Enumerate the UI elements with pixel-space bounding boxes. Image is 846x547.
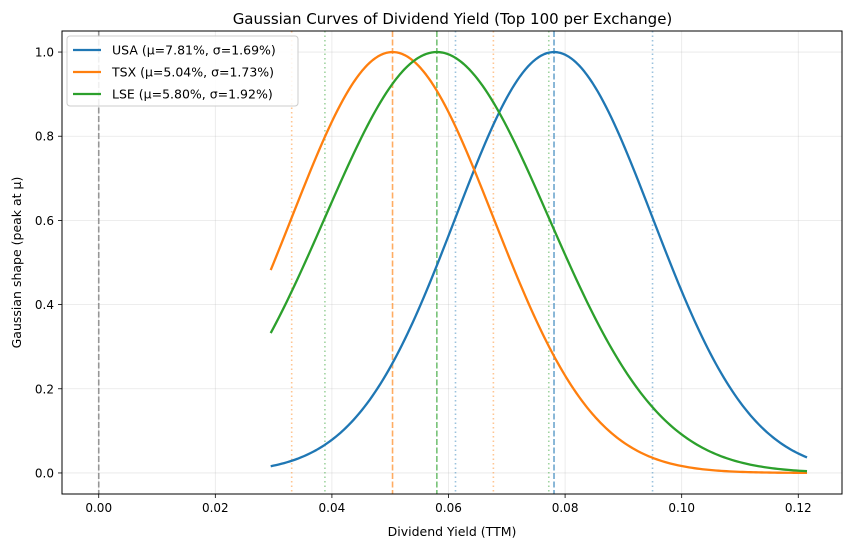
x-tick-label: 0.06 <box>435 501 462 515</box>
y-tick-label: 0.6 <box>35 214 54 228</box>
x-tick-label: 0.12 <box>785 501 812 515</box>
x-axis-label: Dividend Yield (TTM) <box>388 524 517 539</box>
legend: USA (μ=7.81%, σ=1.69%) TSX (μ=5.04%, σ=1… <box>66 35 299 107</box>
y-tick-label: 0.8 <box>35 130 54 144</box>
legend-label-tsx: TSX (μ=5.04%, σ=1.73%) <box>111 65 274 80</box>
x-tick-label: 0.02 <box>202 501 229 515</box>
x-tick-label: 0.08 <box>552 501 579 515</box>
chart-title: Gaussian Curves of Dividend Yield (Top 1… <box>233 10 673 28</box>
x-tick-label: 0.10 <box>668 501 695 515</box>
series-line-usa <box>270 50 808 468</box>
reference-lines <box>97 31 654 494</box>
legend-box <box>66 35 299 107</box>
x-axis: 0.00 0.02 0.04 0.06 0.08 0.10 0.12 <box>85 494 812 515</box>
series-line-lse <box>269 50 808 473</box>
legend-label-lse: LSE (μ=5.80%, σ=1.92%) <box>112 87 273 102</box>
legend-label-usa: USA (μ=7.81%, σ=1.69%) <box>112 43 276 58</box>
y-tick-label: 0.4 <box>35 298 54 312</box>
grid <box>62 31 842 494</box>
x-tick-label: 0.00 <box>85 501 112 515</box>
y-axis-label: Gaussian shape (peak at μ) <box>9 177 24 349</box>
curves <box>269 50 808 475</box>
y-tick-label: 0.2 <box>35 382 54 396</box>
plot-frame <box>61 30 843 495</box>
y-axis: 0.0 0.2 0.4 0.6 0.8 1.0 <box>35 46 62 480</box>
series-line-tsx <box>269 50 808 475</box>
y-tick-label: 1.0 <box>35 46 54 60</box>
x-tick-label: 0.04 <box>319 501 346 515</box>
y-tick-label: 0.0 <box>35 466 54 480</box>
